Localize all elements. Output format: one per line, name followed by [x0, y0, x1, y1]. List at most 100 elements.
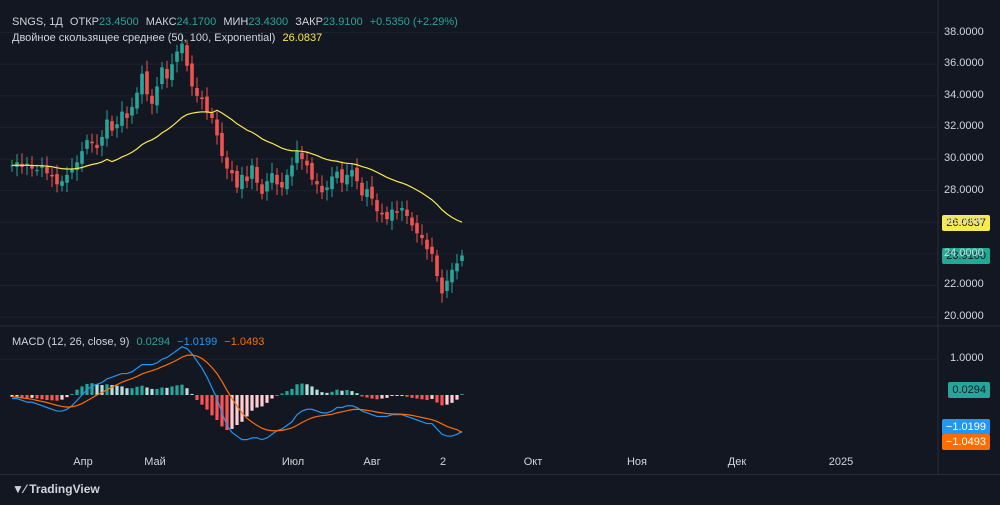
histogram-bar	[120, 386, 124, 395]
candle-body	[340, 169, 344, 183]
legend-ohlc: SNGS, 1Д ОТКР23.4500 МАКС24.1700 МИН23.4…	[12, 16, 462, 28]
histogram-bar	[75, 389, 79, 395]
price-tick-label: 20.0000	[944, 310, 984, 323]
price-tick-label: 24.0000	[944, 246, 984, 259]
histogram-bar	[425, 395, 429, 400]
histogram-bar	[10, 395, 14, 397]
histogram-bar	[200, 395, 204, 405]
candle-body	[395, 211, 399, 213]
histogram-bar	[315, 389, 319, 395]
candle-body	[105, 119, 109, 139]
candle-body	[180, 43, 184, 54]
histogram-bar	[80, 386, 84, 395]
histogram-bar	[30, 395, 34, 398]
tradingview-logo[interactable]: ▼⁄ TradingView	[12, 482, 100, 496]
macd-tick-label: 1.0000	[950, 352, 984, 365]
tradingview-icon: ▼⁄	[12, 482, 26, 496]
candle-body	[270, 173, 274, 183]
histogram-bar	[260, 395, 264, 407]
legend-ma[interactable]: Двойное скользящее среднее (50, 100, Exp…	[12, 32, 326, 44]
candle-body	[335, 171, 339, 179]
histogram-bar	[240, 395, 244, 422]
candle-body	[150, 95, 154, 104]
signal-tag: −1.0493	[941, 434, 990, 450]
histogram-bar	[300, 383, 304, 395]
candle-body	[255, 166, 259, 183]
candle-body	[240, 174, 244, 190]
histogram-bar	[415, 395, 419, 399]
candle-body	[260, 184, 264, 194]
time-tick-label: Авг	[363, 456, 381, 468]
candle-body	[140, 73, 144, 95]
candle-body	[130, 106, 134, 116]
candle-body	[70, 168, 74, 173]
candle-body	[75, 162, 79, 171]
histogram-bar	[255, 395, 259, 408]
macd-tag: −1.0199	[941, 419, 990, 435]
histogram-bar	[65, 395, 69, 398]
candle-body	[25, 163, 29, 165]
time-tick-label: 2025	[828, 456, 854, 468]
candle-body	[355, 167, 359, 182]
candle-body	[90, 141, 94, 144]
candle-body	[120, 111, 124, 126]
histogram-bar	[55, 395, 59, 401]
legend-open: 23.4500	[98, 16, 139, 28]
candle-body	[85, 140, 89, 149]
time-tick-label: 2	[439, 456, 447, 468]
histogram-bar	[420, 395, 424, 400]
price-tick-label: 28.0000	[944, 183, 984, 196]
candle-body	[135, 92, 139, 109]
histogram-bar	[185, 388, 189, 395]
brand-label: TradingView	[29, 482, 100, 496]
candle-body	[50, 174, 54, 177]
histogram-bar	[305, 384, 309, 395]
histogram-bar	[390, 395, 394, 396]
histogram-bar	[270, 395, 274, 399]
legend-high: 24.1700	[176, 16, 217, 28]
candle-body	[295, 151, 299, 164]
price-tick-label: 26.0000	[944, 215, 984, 228]
legend-low: 23.4300	[248, 16, 289, 28]
legend-high-label: МАКС	[145, 16, 177, 28]
candle-body	[265, 181, 269, 192]
candle-body	[145, 71, 149, 95]
legend-symbol[interactable]: SNGS, 1Д	[12, 16, 63, 28]
histogram-bar	[295, 384, 299, 395]
candle-body	[220, 132, 224, 156]
histogram-bar	[15, 395, 19, 397]
ma-price-tag: 26.0837	[942, 215, 990, 231]
candle-body	[330, 176, 334, 190]
legend-ma-value: 26.0837	[282, 32, 323, 44]
candle-body	[360, 182, 364, 196]
candle-body	[425, 239, 429, 250]
price-tick-label: 34.0000	[944, 88, 984, 101]
legend-macd[interactable]: MACD (12, 26, close, 9) 0.0294 −1.0199 −…	[12, 336, 268, 348]
histogram-bar	[70, 393, 74, 395]
macd-line	[12, 346, 463, 441]
histogram-bar	[175, 385, 179, 395]
histogram-bar	[220, 395, 224, 427]
histogram-bar	[170, 386, 174, 395]
time-tick-label: Дек	[727, 456, 747, 468]
candle-body	[125, 113, 129, 118]
histogram-bar	[130, 388, 134, 395]
candle-body	[30, 165, 34, 169]
histogram-bar	[330, 391, 334, 395]
candle-body	[400, 208, 404, 211]
histogram-bar	[190, 393, 194, 395]
histogram-bar	[215, 395, 219, 420]
candle-body	[195, 87, 199, 96]
histogram-bar	[440, 395, 444, 406]
histogram-bar	[110, 385, 114, 395]
legend-close-label: ЗАКР	[295, 16, 323, 28]
histogram-bar	[235, 395, 239, 425]
price-tick-label: 30.0000	[944, 152, 984, 165]
histogram-bar	[355, 393, 359, 395]
histogram-bar	[310, 386, 314, 395]
candle-body	[445, 280, 449, 292]
histogram-bar	[210, 395, 214, 416]
histogram-bar	[340, 390, 344, 395]
candle-body	[385, 212, 389, 220]
